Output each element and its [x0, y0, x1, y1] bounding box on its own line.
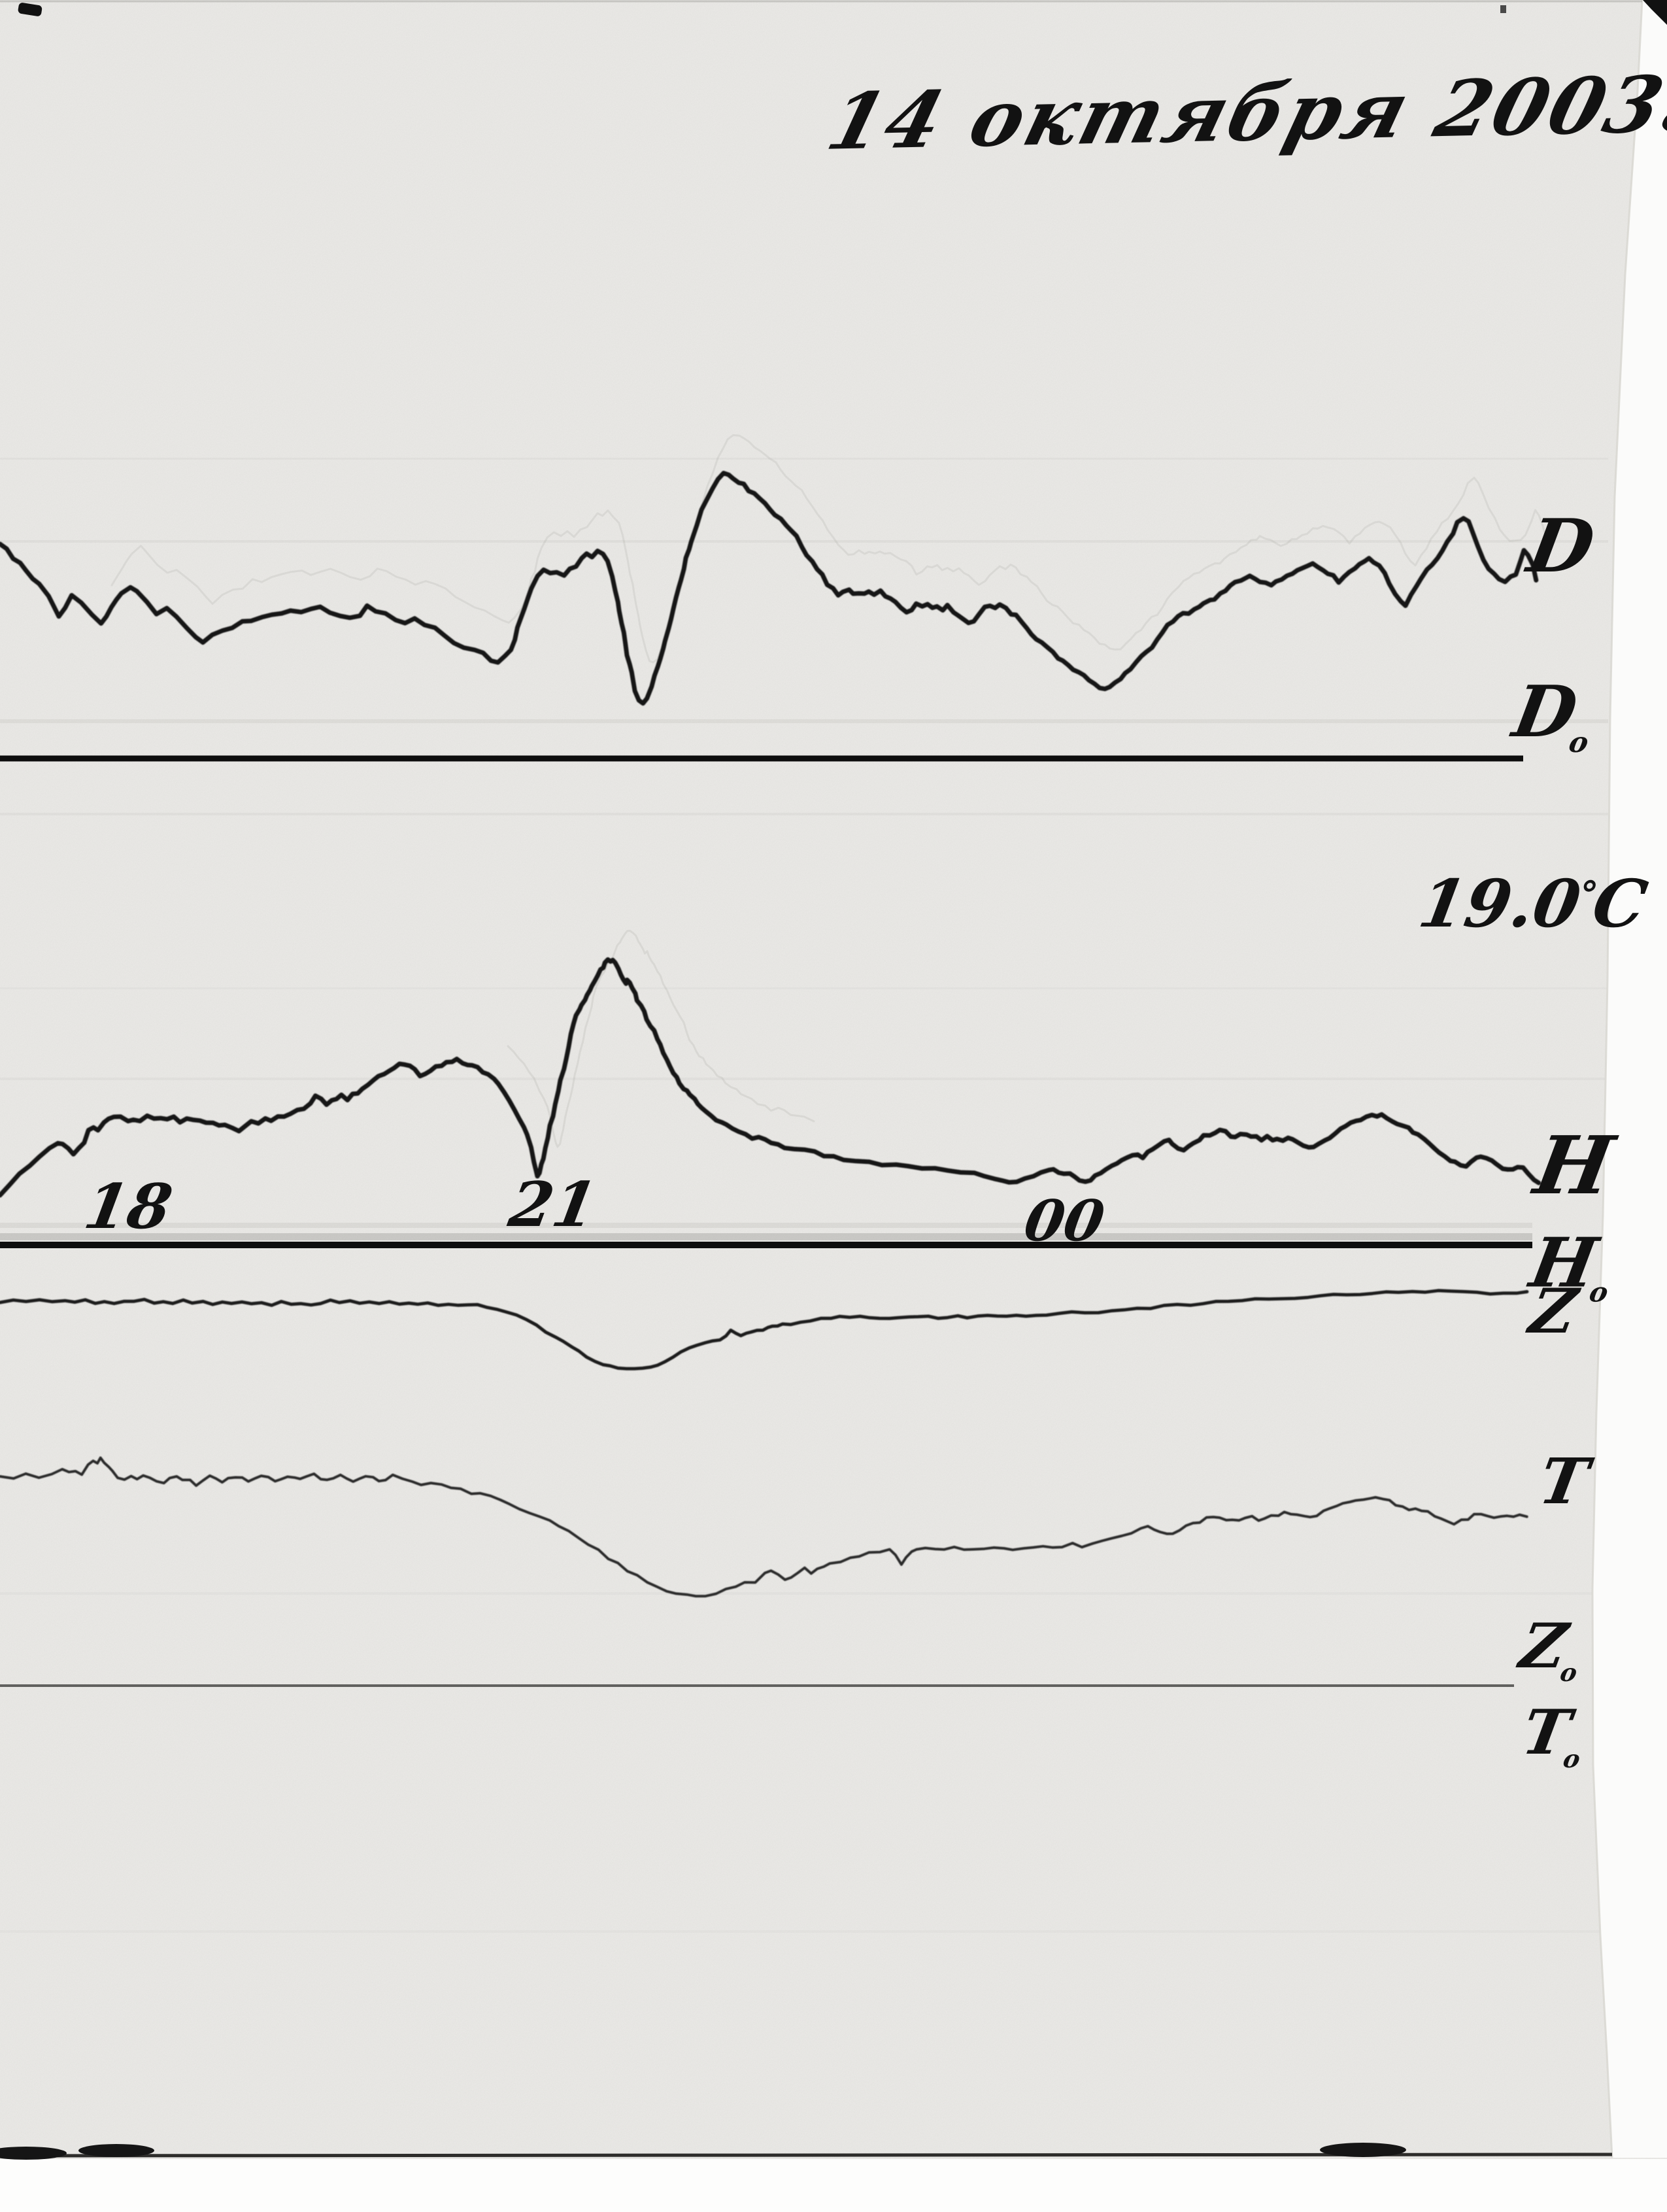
trace-label-Z0: Zo	[1515, 1610, 1587, 1687]
traces-layer	[0, 434, 1547, 1687]
right-paper-edge-white	[1592, 0, 1667, 2158]
trace-Z	[0, 1289, 1529, 1370]
ghost-trace-H	[507, 930, 815, 1148]
top-right-edge-mark	[1643, 0, 1667, 25]
scan-streaks	[0, 458, 1608, 1933]
temperature-annotation: 19.0°C	[1413, 865, 1653, 942]
scan-streak	[0, 987, 1608, 989]
time-label-21: 21	[503, 1169, 603, 1241]
scan-streak	[0, 458, 1608, 460]
trace-label-T0: To	[1517, 1697, 1590, 1773]
scan-streak	[0, 540, 1608, 543]
ghost-trace-D	[110, 434, 1547, 664]
scan-streak	[0, 1930, 1608, 1933]
trace-label-H: H	[1528, 1118, 1621, 1212]
scan-streak	[0, 719, 1608, 723]
trace-D	[0, 471, 1539, 706]
right-paper-edge-shadow	[1591, 0, 1643, 2158]
date-annotation: 14 октября 2003г.	[818, 57, 1667, 167]
bottom-edge-blob-right	[1320, 2143, 1406, 2157]
time-label-00: 00	[1019, 1188, 1109, 1254]
trace-label-D0: Do	[1507, 671, 1600, 759]
trace-T	[0, 1456, 1528, 1598]
trace-label-D: D	[1522, 503, 1600, 589]
trace-H	[0, 957, 1541, 1198]
bottom-edge-blob	[78, 2144, 154, 2157]
top-edge-speck	[1500, 5, 1506, 13]
scan-streak	[0, 1078, 1608, 1080]
bottom-scanner-white	[0, 2159, 1667, 2212]
scan-streak	[0, 1223, 1532, 1228]
top-left-edge-mark	[18, 3, 42, 16]
scan-streak	[0, 1592, 1595, 1595]
scan-streak	[0, 813, 1608, 815]
temperature-value: 19.0	[1413, 865, 1587, 942]
bottom-edge-blob-left	[0, 2147, 67, 2160]
smear-above-H0-baseline	[0, 1233, 1532, 1240]
time-label-18: 18	[78, 1171, 178, 1243]
